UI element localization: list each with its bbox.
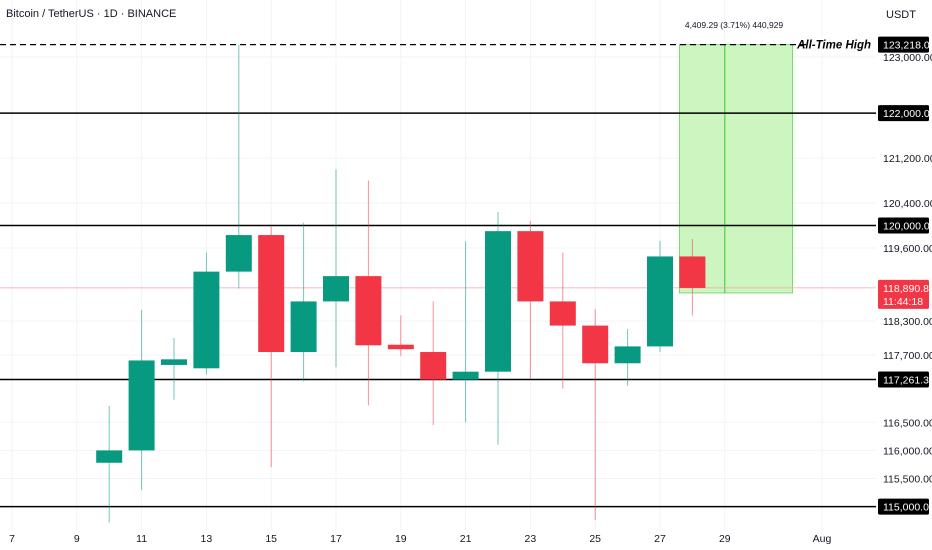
candle[interactable]	[128, 309, 155, 490]
level-price-label: 123,218.00	[883, 40, 932, 52]
candle-body	[452, 371, 479, 380]
candle[interactable]	[420, 301, 447, 426]
candle-body	[485, 231, 511, 372]
candle[interactable]	[647, 240, 673, 353]
candle-body	[614, 346, 641, 364]
current-price-label: 118,890.83	[883, 283, 932, 295]
symbol-title: Bitcoin / TetherUS · 1D · BINANCE	[6, 8, 177, 20]
y-tick-label: 118,300.00	[883, 316, 932, 328]
level-price-label: 115,000.00	[883, 502, 932, 514]
level-price-tag	[878, 498, 929, 515]
axis-bg	[878, 0, 932, 550]
axis-currency: USDT	[886, 9, 916, 21]
y-tick-label: 117,700.00	[883, 350, 932, 362]
candle-body	[225, 235, 252, 272]
candle-body	[128, 360, 155, 451]
candle[interactable]	[355, 180, 382, 406]
y-tick-label: 116,500.00	[883, 417, 932, 429]
candle-body	[647, 256, 673, 347]
candle[interactable]	[258, 225, 285, 468]
x-tick-label: 23	[525, 533, 537, 545]
candle[interactable]	[452, 241, 479, 423]
x-tick-label: 21	[460, 533, 472, 545]
time-axis-bg	[0, 530, 876, 550]
candle-body	[161, 359, 187, 365]
x-tick-label: 19	[395, 533, 407, 545]
x-tick-label: 25	[589, 533, 601, 545]
candle[interactable]	[549, 252, 576, 389]
level-price-tag	[878, 36, 929, 53]
candle-body	[355, 276, 382, 346]
x-tick-label: 13	[201, 533, 213, 545]
candle[interactable]	[517, 221, 544, 380]
x-tick-label: 7	[9, 533, 15, 545]
candle-body	[258, 235, 285, 353]
countdown-label: 11:44:18	[883, 296, 923, 308]
annotation-bg	[806, 36, 876, 52]
candle[interactable]	[614, 328, 641, 386]
candle-body	[290, 301, 317, 353]
level-price-tag	[878, 217, 929, 234]
y-tick-label: 121,200.00	[883, 153, 932, 165]
candle-body	[420, 352, 447, 380]
candle[interactable]	[387, 315, 414, 356]
projection-box	[679, 44, 793, 294]
candle[interactable]	[679, 239, 706, 316]
price-range-projection: 4,409.29 (3.71%) 440,929	[679, 20, 793, 294]
time-axis: 7 9 11 13 15 17 19 21 23 25 27 29 Aug	[0, 530, 876, 550]
candle-body	[387, 344, 414, 350]
candles	[96, 44, 706, 523]
y-tick-label: 119,600.00	[883, 243, 932, 255]
candle-body	[96, 450, 123, 463]
level-price-label: 120,000.00	[883, 221, 932, 233]
x-tick-label: 11	[136, 533, 147, 545]
candle-body	[582, 325, 609, 364]
candle-body	[323, 276, 349, 302]
candle[interactable]	[161, 337, 187, 400]
y-tick-label: 123,000.00	[883, 52, 932, 64]
candle-body	[549, 301, 576, 326]
level-price-tag	[878, 105, 929, 122]
candle[interactable]	[193, 252, 220, 375]
annotation-text: All-Time High	[796, 40, 871, 52]
x-tick-label: 9	[74, 533, 80, 545]
candle[interactable]	[485, 212, 511, 445]
level-price-label: 122,000.00	[883, 108, 932, 120]
price-axis: 123,000.00 121,200.00 120,400.00 119,600.00…	[878, 0, 932, 550]
level-price-label: 117,261.30	[883, 374, 932, 386]
current-price-tag	[878, 279, 929, 309]
x-tick-label: 27	[654, 533, 666, 545]
candle-body	[679, 256, 706, 288]
x-tick-label: 29	[719, 533, 731, 545]
projection-label: 4,409.29 (3.71%) 440,929	[685, 20, 784, 30]
candle[interactable]	[582, 309, 609, 521]
level-price-tag	[878, 371, 929, 388]
candle-body	[193, 271, 220, 369]
candle[interactable]	[290, 222, 317, 382]
candle[interactable]	[323, 169, 349, 368]
candle-body	[517, 231, 544, 302]
y-tick-label: 115,500.00	[883, 474, 932, 486]
x-tick-label: Aug	[813, 533, 832, 545]
y-tick-label: 120,400.00	[883, 198, 932, 210]
x-tick-label: 15	[265, 533, 277, 545]
candle[interactable]	[96, 405, 123, 523]
candle[interactable]	[225, 44, 252, 289]
x-tick-label: 17	[330, 533, 342, 545]
y-tick-label: 116,000.00	[883, 445, 932, 457]
